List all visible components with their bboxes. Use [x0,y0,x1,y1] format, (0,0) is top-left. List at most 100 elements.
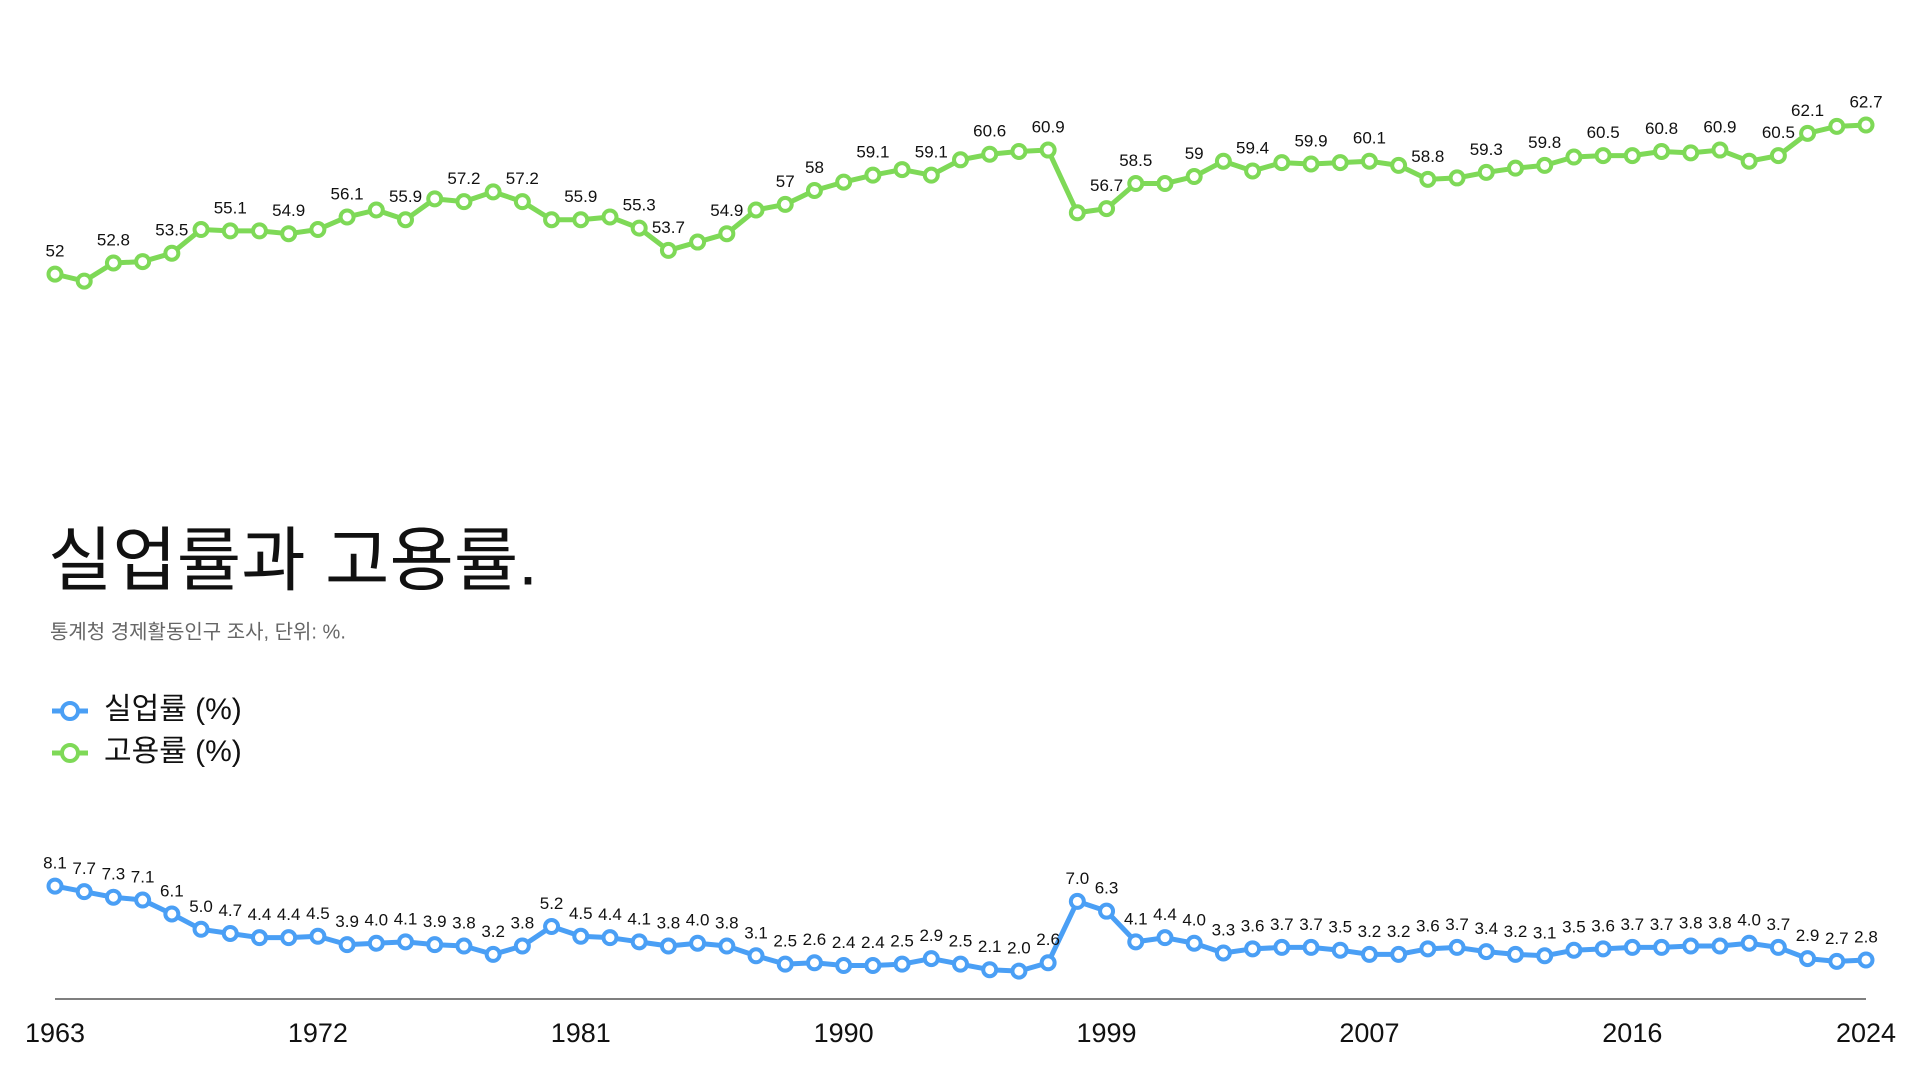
data-point [221,924,239,942]
data-point [1565,148,1583,166]
data-point [309,927,327,945]
data-point [104,888,122,906]
data-point [1799,124,1817,142]
data-point [338,936,356,954]
data-label: 4.5 [569,904,593,923]
data-label: 4.4 [598,905,622,924]
data-point [835,957,853,975]
data-point [309,221,327,239]
data-point [1477,163,1495,181]
data-point [1214,152,1232,170]
data-label: 5.0 [189,897,213,916]
data-point [1653,142,1671,160]
data-point [1039,141,1057,159]
data-point [163,905,181,923]
data-label: 3.6 [1416,916,1440,935]
data-label: 3.7 [1445,915,1469,934]
legend-marker [60,701,80,721]
data-point [280,225,298,243]
data-point [221,222,239,240]
data-point [659,241,677,259]
data-label: 58.8 [1411,147,1444,166]
data-label: 58 [805,158,824,177]
data-label: 3.9 [423,912,447,931]
data-label: 59.3 [1470,140,1503,159]
data-label: 3.8 [452,914,476,933]
data-point [484,183,502,201]
data-point [1711,937,1729,955]
data-point [513,193,531,211]
data-label: 4.5 [306,904,330,923]
chart-title: 실업률과 고용률. [48,521,538,599]
data-label: 60.5 [1587,123,1620,142]
data-label: 52.8 [97,230,130,249]
data-point [601,929,619,947]
data-label: 3.6 [1241,916,1265,935]
data-point [1302,938,1320,956]
data-point [367,934,385,952]
data-point [1828,952,1846,970]
data-point [484,945,502,963]
data-point [689,934,707,952]
data-point [1857,116,1875,134]
data-label: 3.2 [1504,922,1528,941]
data-point [1273,154,1291,172]
data-point [543,211,561,229]
data-label: 4.0 [364,911,388,930]
data-label: 53.5 [155,221,188,240]
data-point [1331,154,1349,172]
data-point [46,265,64,283]
data-label: 55.3 [623,196,656,215]
data-label: 56.1 [331,184,364,203]
data-point [922,166,940,184]
data-point [1623,147,1641,165]
data-label: 57 [776,172,795,191]
data-label: 59 [1185,144,1204,163]
data-point [1857,951,1875,969]
x-tick-label: 2024 [1836,1018,1896,1048]
data-point [397,933,415,951]
data-label: 3.8 [1708,914,1732,933]
data-label: 6.3 [1095,879,1119,898]
x-tick-label: 1990 [814,1018,874,1048]
data-label: 3.2 [481,922,505,941]
data-point [1682,937,1700,955]
data-label: 4.1 [627,909,651,928]
data-point [689,233,707,251]
data-label: 4.0 [1182,911,1206,930]
data-point [1448,169,1466,187]
data-label: 7.0 [1066,869,1090,888]
data-point [718,225,736,243]
data-point [426,190,444,208]
data-label: 60.6 [973,122,1006,141]
data-point [572,211,590,229]
data-point [1273,938,1291,956]
data-label: 4.0 [1737,911,1761,930]
data-point [1302,155,1320,173]
data-point [1039,954,1057,972]
data-label: 3.1 [1533,923,1557,942]
x-tick-label: 1963 [25,1018,85,1048]
data-label: 53.7 [652,218,685,237]
data-label: 54.9 [710,201,743,220]
data-point [893,161,911,179]
data-label: 2.9 [919,926,943,945]
data-point [163,244,181,262]
data-point [1477,943,1495,961]
data-label: 2.5 [949,932,973,951]
data-point [893,955,911,973]
data-point [367,201,385,219]
data-label: 7.1 [131,868,155,887]
data-label: 3.8 [657,914,681,933]
data-point [1682,144,1700,162]
data-label: 2.9 [1796,926,1820,945]
data-label: 4.4 [1153,905,1177,924]
data-point [1740,934,1758,952]
data-label: 2.1 [978,937,1002,956]
data-point [981,961,999,979]
data-label: 3.5 [1328,918,1352,937]
x-tick-label: 1999 [1077,1018,1137,1048]
data-label: 3.2 [1387,922,1411,941]
